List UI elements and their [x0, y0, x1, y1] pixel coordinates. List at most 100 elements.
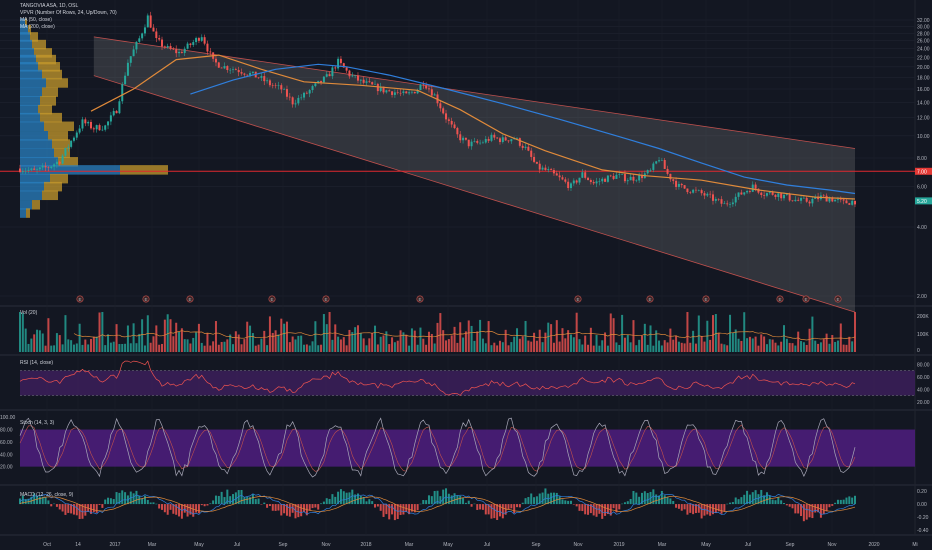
macd-histogram-bar [467, 500, 470, 505]
volume-bar [260, 338, 263, 352]
vpvr-up-bar [20, 121, 44, 132]
volume-bar [416, 344, 419, 352]
earnings-event-label: E [270, 297, 273, 302]
macd-histogram-bar [359, 495, 362, 505]
candle-down [19, 168, 21, 173]
time-tick-label: May [194, 542, 204, 548]
volume-bar [158, 344, 161, 352]
vpvr-down-bar [40, 96, 56, 106]
volume-bar [328, 312, 331, 352]
price-tick-label: 14.00 [917, 100, 930, 106]
macd-histogram-bar [212, 500, 215, 505]
volume-bar [223, 341, 226, 352]
macd-histogram-bar [578, 504, 581, 511]
candle-down [427, 88, 430, 90]
volume-bar [303, 344, 306, 352]
macd-histogram-bar [237, 490, 240, 505]
volume-bar [467, 320, 470, 352]
volume-bar [67, 339, 70, 352]
candle-up [646, 170, 649, 174]
macd-histogram-bar [635, 492, 638, 505]
candle-down [717, 198, 720, 200]
volume-bar [163, 319, 166, 352]
candle-up [746, 190, 749, 193]
macd-histogram-bar [569, 500, 572, 505]
volume-bar [280, 318, 283, 352]
macd-histogram-bar [828, 504, 831, 508]
earnings-event-marker [834, 295, 842, 303]
volume-bar [180, 328, 183, 352]
macd-histogram-bar [584, 504, 587, 515]
volume-bar [524, 320, 527, 352]
macd-histogram-bar [774, 500, 777, 505]
candle-up [516, 138, 519, 139]
macd-histogram-bar [280, 504, 283, 516]
volume-bar [618, 344, 621, 352]
volume-bar [771, 339, 774, 352]
macd-histogram-bar [791, 504, 794, 509]
candle-down [507, 140, 510, 142]
volume-bar [547, 322, 550, 352]
time-tick-label: Sep [532, 542, 541, 548]
volume-bar [257, 344, 260, 352]
earnings-event-marker [142, 295, 150, 303]
macd-histogram-bar [822, 504, 825, 515]
volume-bar [581, 344, 584, 352]
price-tick-label: 20.00 [917, 65, 930, 71]
earnings-event-label: E [778, 297, 781, 302]
volume-bar [714, 314, 717, 352]
macd-histogram-bar [484, 504, 487, 515]
time-tick-label: Oct [43, 542, 51, 548]
candle-down [663, 159, 666, 169]
candle-down [450, 120, 453, 125]
volume-bar [405, 334, 408, 352]
macd-histogram-bar [589, 504, 592, 514]
candle-down [274, 85, 277, 86]
volume-bar [283, 323, 286, 352]
candle-down [686, 188, 689, 193]
candle-down [561, 177, 564, 180]
candle-up [351, 75, 354, 77]
candle-up [109, 115, 112, 122]
macd-histogram-bar [737, 499, 740, 505]
candle-down [817, 196, 820, 200]
candle-up [135, 41, 138, 50]
volume-bar [527, 340, 530, 352]
volume-ma-line [73, 330, 856, 341]
volume-bar [161, 343, 164, 352]
candle-down [268, 80, 271, 86]
macd-histogram-bar [768, 495, 771, 505]
macd-histogram-bar [711, 504, 714, 515]
volume-bar [658, 340, 661, 352]
macd-histogram-bar [751, 492, 754, 505]
vpvr-down-bar [120, 165, 168, 175]
volume-bar [498, 340, 501, 352]
macd-histogram-bar [447, 493, 450, 505]
candle-up [777, 193, 780, 198]
candle-down [640, 175, 643, 179]
volume-bar [726, 345, 729, 352]
volume-bar [254, 345, 257, 352]
macd-histogram-bar [436, 490, 439, 505]
candle-up [734, 196, 737, 203]
candle-down [464, 137, 467, 140]
candle-up [132, 49, 135, 57]
candle-up [195, 38, 198, 43]
candle-down [220, 67, 223, 69]
macd-histogram-bar [780, 500, 783, 505]
volume-bar [396, 340, 399, 352]
macd-histogram-bar [527, 497, 530, 505]
time-tick-label: Mi [912, 542, 917, 548]
volume-bar [848, 336, 851, 352]
candle-up [64, 147, 67, 156]
macd-histogram-bar [825, 504, 828, 512]
macd-histogram-bar [152, 502, 155, 505]
candle-up [729, 204, 732, 205]
volume-bar [368, 338, 371, 352]
macd-histogram-bar [303, 504, 306, 512]
vpvr-up-bar [20, 104, 38, 115]
candle-up [658, 160, 661, 162]
volume-bar [638, 339, 641, 352]
macd-histogram-bar [842, 499, 845, 505]
